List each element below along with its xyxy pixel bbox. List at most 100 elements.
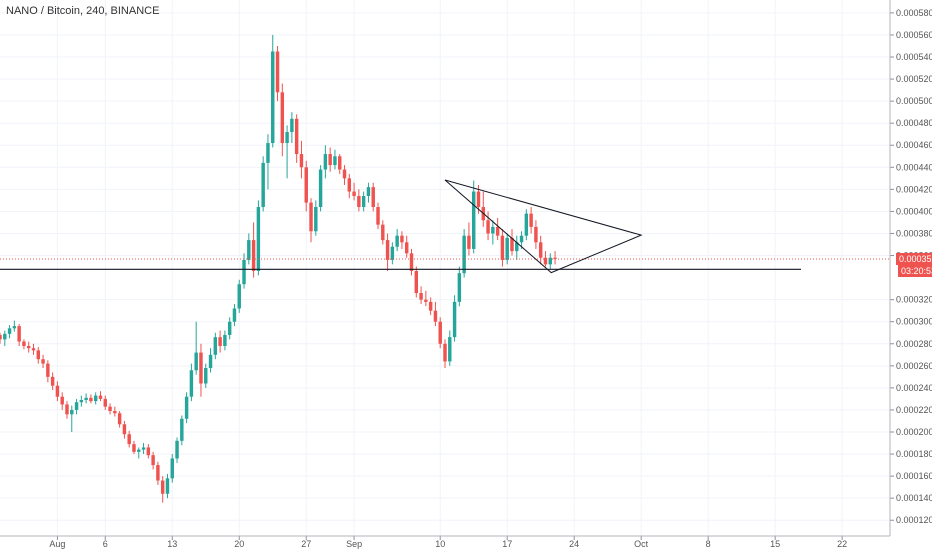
candle (314, 200, 318, 236)
candle-body (438, 321, 442, 344)
candle-body (471, 191, 476, 249)
candle-body (529, 213, 533, 227)
candle-body (314, 207, 318, 232)
candle (7, 325, 12, 339)
candle-body (275, 51, 280, 93)
candle-body (366, 187, 371, 196)
candle (199, 343, 203, 397)
candle-body (84, 397, 88, 401)
candle (271, 34, 275, 148)
candle-body (60, 396, 64, 405)
candle-body (132, 444, 136, 452)
candle (280, 83, 285, 157)
candle (328, 147, 332, 172)
candle-body (500, 235, 505, 260)
candle-body (223, 334, 227, 346)
candle (218, 330, 222, 353)
candle-body (323, 154, 328, 170)
candle (117, 411, 122, 428)
candle (227, 317, 232, 340)
x-tick-label: 17 (502, 539, 512, 549)
candle (519, 231, 524, 249)
candle (510, 229, 514, 256)
candle (266, 134, 270, 190)
candle (74, 398, 79, 415)
candle-body (22, 341, 26, 346)
candle-body (218, 337, 222, 346)
candle-body (256, 207, 261, 271)
candle-body (390, 246, 395, 260)
x-tick-label: 22 (837, 539, 847, 549)
candle (414, 266, 419, 298)
candle (70, 405, 74, 432)
candle (443, 339, 447, 369)
candle (137, 447, 141, 459)
x-tick-label: 6 (103, 539, 108, 549)
candle-body (7, 328, 12, 334)
candle (294, 114, 299, 163)
x-tick-label: 8 (706, 539, 711, 549)
candle-body (17, 326, 21, 342)
candle-body (160, 480, 165, 494)
candle-body (199, 352, 203, 384)
candle-body (122, 424, 127, 435)
candle-body (414, 270, 419, 294)
candle-body (36, 350, 41, 360)
candle (46, 360, 50, 383)
candle (151, 451, 155, 470)
x-tick-label: 20 (234, 539, 244, 549)
candle-body (553, 257, 557, 259)
candle (433, 301, 438, 327)
candle-body (31, 348, 36, 351)
candle (543, 251, 548, 267)
candle-body (242, 259, 246, 285)
triangle-pattern[interactable] (444, 179, 643, 274)
candle-body (151, 455, 155, 466)
candle (304, 160, 308, 212)
x-tick-label: 10 (435, 539, 445, 549)
candle (275, 45, 280, 102)
candle-body (361, 195, 366, 208)
candle-body (189, 370, 194, 397)
candle (65, 401, 69, 419)
candle-body (127, 434, 131, 445)
candle (84, 393, 88, 404)
candle-body (113, 411, 117, 414)
candle-body (457, 273, 462, 302)
candle-body (0, 334, 2, 340)
candle-body (3, 333, 7, 340)
candle-body (180, 418, 184, 441)
candle (428, 297, 433, 316)
candle-body (371, 187, 375, 208)
candle (347, 173, 352, 199)
candle (204, 363, 208, 388)
y-tick-label: 0.0005800 (896, 8, 932, 18)
candle (165, 473, 170, 499)
candle (170, 454, 174, 483)
candle (357, 189, 361, 212)
candle (12, 320, 17, 332)
candle (366, 182, 371, 203)
candle-body (74, 402, 79, 410)
candle-body (428, 301, 433, 311)
x-tick-label: Oct (634, 539, 649, 549)
candle (524, 209, 529, 241)
candle-body (491, 226, 495, 234)
candle-body (505, 237, 509, 260)
candle (22, 339, 26, 350)
candle (189, 363, 194, 402)
candle (36, 347, 41, 364)
candle (113, 406, 117, 417)
candle (395, 229, 399, 252)
candle (385, 233, 390, 271)
